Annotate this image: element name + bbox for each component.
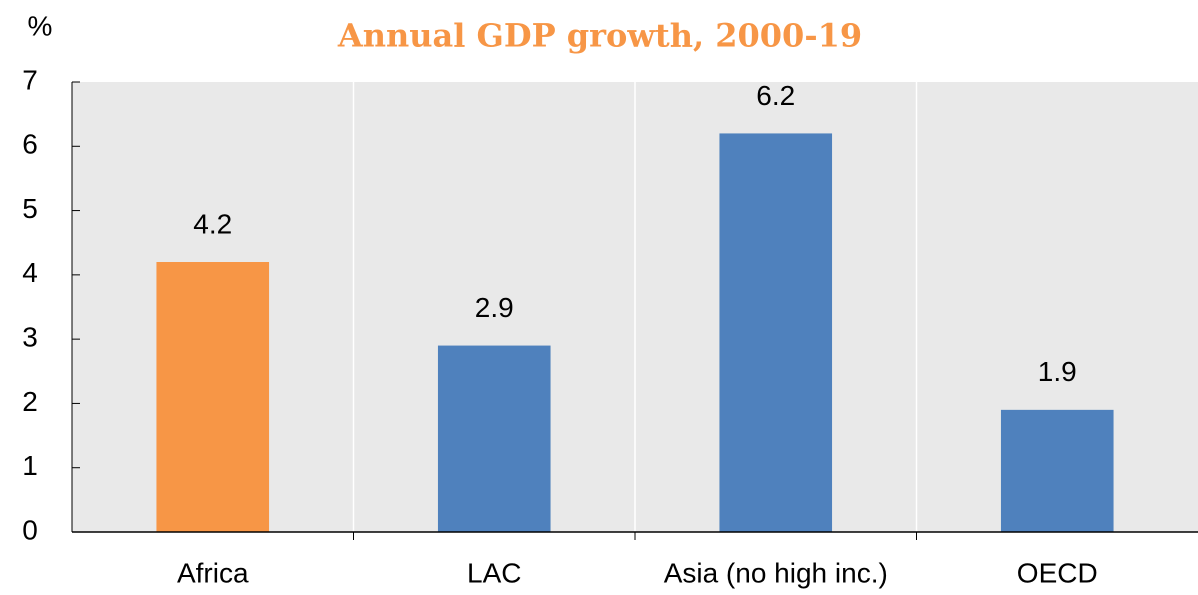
y-tick-label: 5: [22, 193, 38, 224]
y-tick-label: 0: [22, 514, 38, 545]
y-tick-label: 1: [22, 450, 38, 481]
bar: [156, 262, 270, 532]
bar: [719, 133, 833, 532]
x-tick-label: Africa: [177, 557, 249, 588]
x-tick-label: OECD: [1017, 557, 1098, 588]
y-tick-label: 2: [22, 386, 38, 417]
chart-title: Annual GDP growth, 2000-19: [337, 17, 862, 55]
data-label: 4.2: [193, 208, 232, 239]
x-tick-label: LAC: [467, 557, 521, 588]
y-tick-label: 3: [22, 322, 38, 353]
data-label: 6.2: [756, 80, 795, 111]
bar: [1000, 409, 1114, 532]
y-tick-label: 4: [22, 257, 38, 288]
y-axis-label: %: [28, 10, 53, 41]
x-tick-label: Asia (no high inc.): [664, 557, 888, 588]
y-tick-label: 6: [22, 129, 38, 160]
y-tick-label: 7: [22, 64, 38, 95]
data-label: 2.9: [475, 292, 514, 323]
bar: [437, 345, 551, 532]
data-label: 1.9: [1038, 356, 1077, 387]
